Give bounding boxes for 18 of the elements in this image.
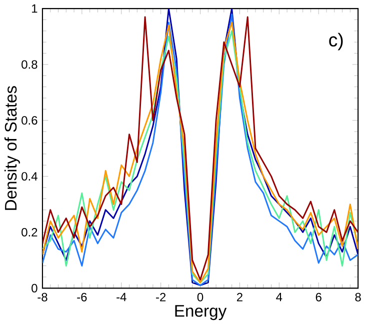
x-tick-label: 8 [355, 292, 361, 302]
y-tick-label: 1 [32, 4, 38, 13]
y-tick-label: 0.6 [22, 116, 38, 125]
y-tick-label: 0.2 [22, 228, 38, 236]
y-tick-label: 0.4 [22, 172, 38, 181]
annotation: c) [329, 32, 343, 50]
x-tick-label: 0 [197, 292, 204, 302]
y-axis-title: Density of States [4, 86, 20, 210]
x-tick-label: 6 [316, 292, 322, 302]
x-tick-label: -8 [38, 292, 48, 302]
x-tick-label: 4 [276, 292, 282, 302]
x-tick-label: -6 [77, 292, 87, 302]
x-tick-label: -4 [116, 292, 126, 302]
x-tick-label: -2 [156, 292, 166, 302]
y-tick-label: 0.8 [22, 60, 38, 69]
x-axis-title: Energy [175, 305, 227, 320]
y-tick-label: 0 [32, 284, 38, 292]
x-tick-label: 2 [236, 292, 242, 302]
